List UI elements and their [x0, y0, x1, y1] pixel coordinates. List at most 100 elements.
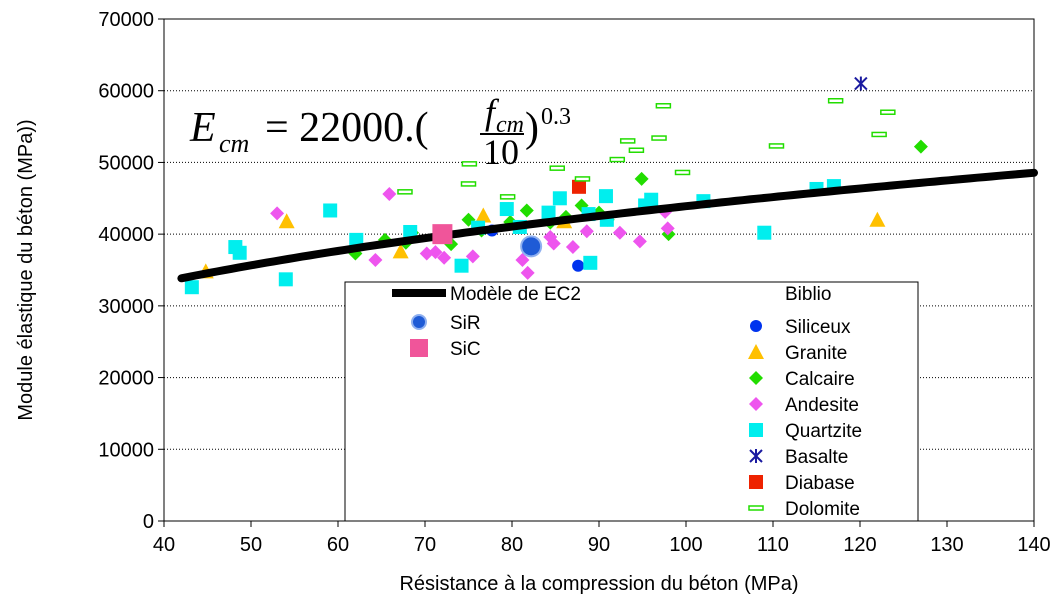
legend-box	[344, 281, 919, 522]
data-point-quartzite	[552, 191, 567, 206]
legend-marker-dolomite	[748, 505, 764, 511]
legend-marker-granite	[748, 344, 764, 359]
data-point-quartzite	[541, 205, 556, 220]
legend: Modèle de EC2 Biblio SiR SiC Siliceux Grani…	[344, 281, 919, 522]
y-tick-label: 20000	[98, 368, 154, 390]
data-point-siliceux	[572, 259, 585, 272]
data-point-granite	[392, 243, 409, 259]
ec2-formula: E cm = 22000.( f cm 10 ) 0.3	[189, 92, 571, 172]
formula-equation: = 22000.(	[265, 105, 429, 151]
data-point-quartzite	[644, 192, 659, 207]
data-point-andesite	[660, 221, 675, 236]
data-point-andesite	[419, 246, 434, 261]
legend-entries: SiR SiC Siliceux Granite Calcaire Andesite Qua…	[410, 313, 862, 520]
data-point-quartzite	[598, 189, 613, 204]
data-point-andesite	[382, 186, 397, 201]
data-point-quartzite	[349, 232, 364, 247]
x-tick-label: 100	[669, 534, 702, 556]
data-point-andesite	[465, 249, 480, 264]
data-point-dolomite	[549, 165, 565, 171]
data-point-dolomite	[655, 103, 672, 109]
data-point-andesite	[612, 225, 627, 240]
legend-marker-calcaire	[749, 371, 763, 385]
data-point-quartzite	[499, 202, 514, 217]
y-tick-label: 70000	[98, 9, 154, 31]
legend-label-granite: Granite	[785, 343, 847, 364]
data-point-calcaire	[519, 203, 534, 218]
data-point-dolomite	[871, 131, 887, 138]
data-point-quartzite	[232, 245, 247, 260]
data-point-dolomite	[461, 161, 478, 167]
x-tick-label: 130	[930, 534, 963, 556]
data-point-andesite	[579, 224, 594, 239]
x-tick-label: 120	[843, 534, 876, 556]
data-point-andesite	[428, 245, 443, 260]
data-point-andesite	[546, 236, 561, 251]
data-point-andesite	[632, 234, 647, 249]
x-tick-label: 80	[501, 534, 523, 556]
legend-marker-ring	[411, 314, 427, 330]
data-point-dolomite	[768, 143, 785, 149]
x-tick-label: 70	[414, 534, 436, 556]
data-point-granite	[869, 211, 886, 227]
data-point-dolomite	[397, 189, 413, 195]
legend-marker-basalte	[749, 449, 763, 463]
data-point-quartzite	[323, 203, 338, 218]
x-tick-label: 90	[588, 534, 610, 556]
y-tick-label: 30000	[98, 296, 154, 318]
formula-lhs-subscript: cm	[219, 129, 249, 158]
data-point-calcaire	[634, 171, 649, 186]
y-tick-label: 50000	[98, 152, 154, 174]
tick-labels: 0 10000 20000 30000 40000 50000 60000 70000 40 50…	[98, 9, 1050, 556]
legend-label-dolomite: Dolomite	[785, 499, 860, 520]
y-axis-title: Module élastique du béton (MPa))	[15, 119, 37, 420]
legend-label-diabase: Diabase	[785, 473, 855, 494]
data-point-dolomite	[628, 147, 645, 153]
data-point-granite	[475, 207, 492, 223]
data-point-dolomite	[499, 194, 516, 200]
data-point-sir	[520, 235, 543, 258]
data-point-andesite	[565, 240, 580, 255]
legend-label-sir: SiR	[450, 313, 481, 334]
data-point-dolomite	[619, 138, 636, 144]
y-tick-label: 10000	[98, 439, 154, 461]
data-point-quartzite	[454, 258, 469, 273]
legend-label-quartzite: Quartzite	[785, 421, 862, 442]
data-point-andesite	[437, 250, 452, 265]
data-point-diabase	[571, 179, 586, 194]
data-markers-front	[432, 224, 543, 258]
data-point-granite	[278, 213, 295, 229]
legend-model-label: Modèle de EC2	[450, 284, 581, 305]
ec2-model-curve	[177, 168, 1038, 283]
x-axis-title: Résistance à la compression du béton (MP…	[399, 573, 798, 595]
legend-marker-square	[410, 339, 428, 357]
data-point-quartzite	[184, 280, 199, 295]
legend-label-calcaire: Calcaire	[785, 369, 855, 390]
data-point-dolomite	[460, 181, 477, 187]
data-point-dolomite	[827, 98, 844, 104]
legend-marker-siliceux	[750, 320, 762, 332]
legend-marker-andesite	[749, 397, 763, 411]
data-point-andesite	[368, 252, 383, 267]
formula-denominator: 10	[483, 132, 519, 172]
y-tick-label: 0	[143, 511, 154, 533]
formula-lhs: E	[189, 105, 216, 151]
data-point-basalte	[854, 76, 868, 91]
legend-biblio-heading: Biblio	[785, 284, 831, 305]
legend-marker-diabase	[749, 475, 763, 489]
y-tick-label: 60000	[98, 81, 154, 103]
data-point-dolomite	[880, 109, 896, 115]
data-point-dolomite	[651, 135, 667, 141]
legend-marker-quartzite	[749, 423, 763, 437]
data-point-calcaire	[913, 139, 928, 154]
data-point-quartzite	[278, 272, 293, 287]
legend-label-siliceux: Siliceux	[785, 317, 851, 338]
formula-close-paren: )	[525, 105, 539, 151]
x-tick-label: 140	[1017, 534, 1050, 556]
formula-exponent: 0.3	[541, 104, 571, 130]
data-point-andesite	[515, 252, 530, 267]
data-point-sic	[432, 224, 453, 245]
data-point-dolomite	[574, 176, 591, 182]
x-tick-label: 50	[240, 534, 262, 556]
